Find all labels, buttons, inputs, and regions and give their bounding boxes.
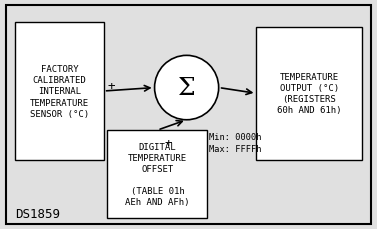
Text: Σ: Σ — [178, 77, 195, 100]
Bar — [107, 131, 207, 218]
Bar — [15, 23, 104, 160]
Text: FACTORY
CALIBRATED
INTERNAL
TEMPERATURE
SENSOR (°C): FACTORY CALIBRATED INTERNAL TEMPERATURE … — [30, 65, 89, 118]
Text: TEMPERATURE
OUTPUT (°C)
(REGISTERS
60h AND 61h): TEMPERATURE OUTPUT (°C) (REGISTERS 60h A… — [277, 73, 342, 115]
Text: DS1859: DS1859 — [15, 207, 60, 220]
Ellipse shape — [155, 56, 219, 120]
Text: +: + — [107, 79, 115, 92]
Text: Min: 0000h
Max: FFFFh: Min: 0000h Max: FFFFh — [209, 133, 262, 153]
Text: +: + — [164, 137, 172, 150]
Text: DIGITAL
TEMPERATURE
OFFSET

(TABLE 01h
AEh AND AFh): DIGITAL TEMPERATURE OFFSET (TABLE 01h AE… — [125, 142, 190, 206]
Bar — [256, 27, 362, 160]
